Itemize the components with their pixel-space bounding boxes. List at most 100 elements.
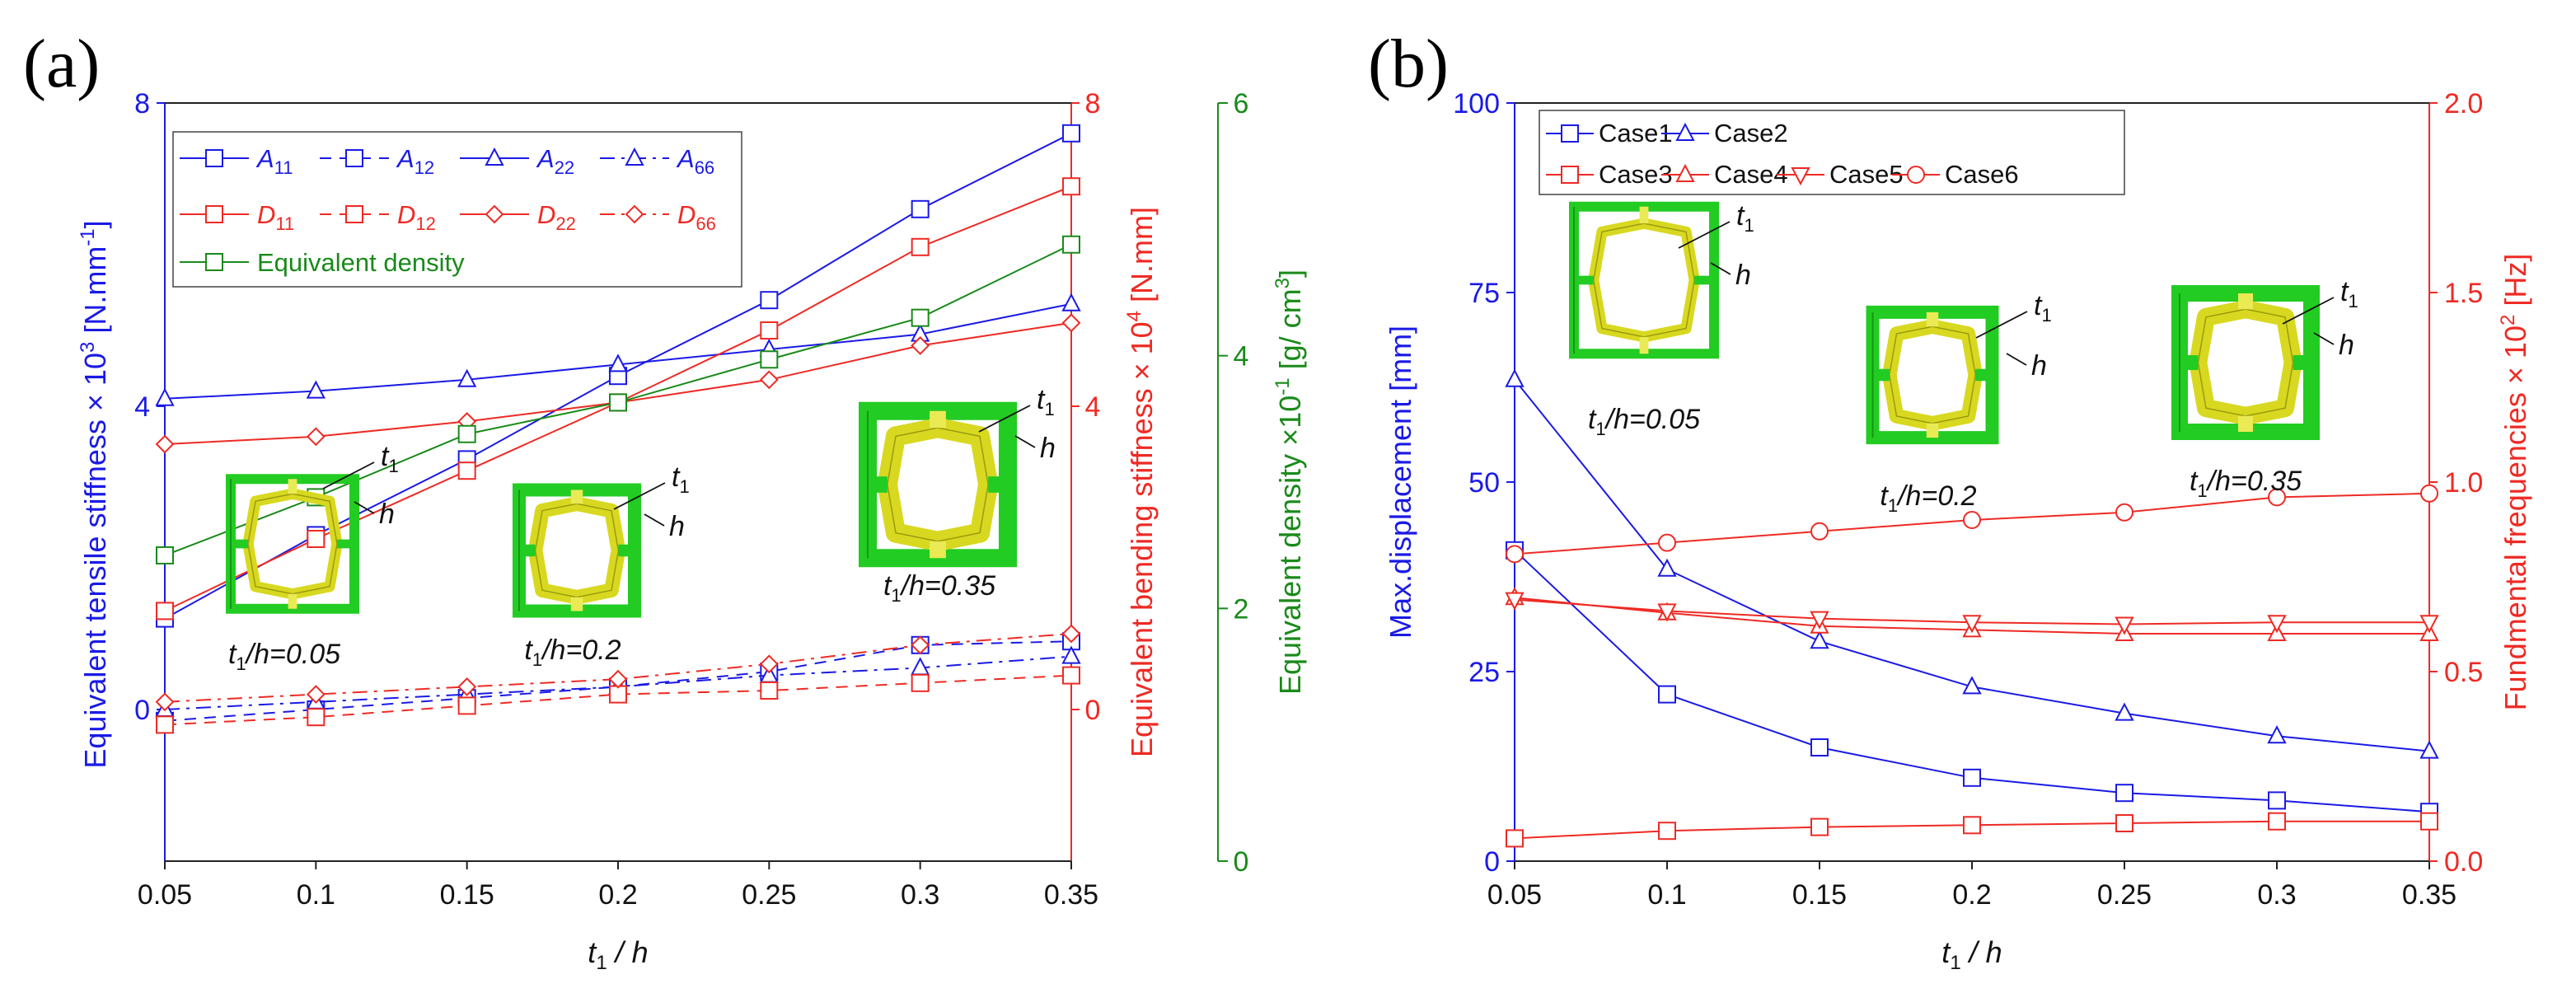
panel-a-right1-ylabel-sup: 4 [1123, 311, 1145, 321]
panel-a-right1-ylabel-end: [N.mm] [1125, 207, 1159, 311]
panel-b-data-point [1962, 676, 1982, 695]
cell-wall-edge [2197, 308, 2294, 417]
t1-leader-line [613, 482, 666, 510]
panel-a-legend-entry: A22 [460, 144, 574, 178]
panel-a-right2-ylabel-sup2: 3 [1272, 278, 1294, 288]
panel-a-data-point [307, 530, 326, 548]
panel-a-data-point [1062, 124, 1080, 143]
h-label: h [1040, 433, 1056, 464]
panel-b-data-point [2419, 740, 2439, 759]
panel-a-data-point [911, 635, 930, 655]
panel-a-legend-label: D22 [537, 200, 576, 234]
h-leader-line [1710, 262, 1731, 275]
panel-b-cell-3-labels: t1 h t1/h=0.35 [2190, 276, 2358, 501]
panel-b-left-tick-label: 0 [1484, 846, 1500, 878]
panel-b-data-point [2115, 702, 2134, 721]
panel-a-cell-3 [859, 401, 1017, 568]
panel-a-xtick-label: 0.1 [297, 879, 335, 911]
cell-wall-edge [534, 503, 620, 598]
panel-a-series-2 [155, 293, 1081, 406]
panel-b-data-point [1810, 611, 1829, 630]
panel-b-data-point [2115, 814, 2133, 832]
panel-a-xtick-label: 0.2 [598, 879, 637, 911]
panel-b-legend-label: Case5 [1829, 160, 1904, 189]
panel-a-data-point [457, 424, 476, 443]
h-leader-line [1014, 435, 1036, 448]
panel-b-right-tick-label: 0.0 [2444, 846, 2483, 878]
panel-a-data-point [457, 677, 477, 696]
panel-a-right1-tick-label: 8 [1085, 88, 1101, 119]
panel-a-data-point [911, 308, 930, 327]
panel-b-data-point [2267, 725, 2287, 744]
panel-a-series-7 [155, 624, 1081, 712]
panel-b-data-point [2115, 503, 2133, 522]
t1-leader-line [1975, 311, 2028, 339]
panel-b-legend-entry: Case5 [1777, 160, 1904, 189]
panel-b-data-point [2268, 488, 2286, 507]
panel-b-legend-entry: Case4 [1661, 160, 1788, 189]
panel-a-right1-tick-label: 0 [1085, 695, 1101, 726]
panel-a-data-point [457, 461, 476, 480]
panel-b-xlabel-tail: / h [1961, 935, 2002, 969]
panel-a-data-point [760, 291, 779, 310]
panel-b-xtick-label: 0.25 [2097, 879, 2152, 911]
panel-b-legend-label: Case6 [1945, 160, 2019, 189]
cell-caption: t1/h=0.35 [883, 570, 995, 606]
panel-a-data-point [1062, 666, 1080, 685]
panel-a-data-point [760, 350, 779, 369]
panel-b-left-tick-label: 75 [1468, 278, 1500, 309]
panel-b-xtick-label: 0.2 [1952, 879, 1991, 911]
panel-b-cell-2-labels: t1 h t1/h=0.2 [1880, 290, 2051, 516]
panel-b-data-point [1506, 545, 1524, 564]
panel-a-right2-ylabel-mid: [g/ cm [1273, 288, 1307, 377]
panel-b-legend-marker [1675, 122, 1695, 141]
panel-a-legend-label: A12 [396, 144, 434, 178]
panel-a-data-point [1062, 235, 1080, 254]
panel-b-xlabel-sub: 1 [1950, 952, 1960, 974]
panel-a-legend-label: A22 [536, 144, 574, 178]
panel-a-data-point [306, 380, 326, 399]
panel-b-legend-entry: Case6 [1892, 160, 2019, 189]
h-leader-line [2313, 332, 2335, 345]
panel-a-data-point [457, 368, 477, 387]
panel-b-data-point [2115, 784, 2133, 803]
panel-a-xtick-label: 0.15 [440, 879, 494, 911]
panel-a-right2-tick-label: 2 [1234, 593, 1249, 625]
h-label: h [379, 499, 395, 530]
panel-a-data-point [155, 692, 175, 712]
panel-b-data-point [1962, 615, 1982, 634]
panel-a-xtick-label: 0.35 [1044, 879, 1098, 911]
panel-a-right1-ylabel-main: Equivalent bending stiffness × 10 [1125, 321, 1159, 757]
panel-a-xlabel-var: t [588, 935, 597, 969]
t1-leader-line [1678, 221, 1731, 249]
h-leader-line [644, 513, 665, 527]
panel-b-data-point [1657, 603, 1677, 622]
panel-a-xtick-label: 0.3 [901, 879, 939, 911]
t1-label: t1 [672, 461, 690, 497]
panel-a-data-point [911, 335, 930, 355]
panel-a-data-point [155, 387, 175, 406]
panel-a-right2-ylabel: Equivalent density ×10-1 [g/ cm3] [1272, 269, 1307, 695]
panel-a-right1-ylabel: Equivalent bending stiffness × 104 [N.mm… [1123, 207, 1159, 757]
panel-b-series-1 [1505, 368, 2439, 759]
panel-b-right-ylabel-end: [Hz] [2499, 254, 2532, 315]
cell-wall-edge [1593, 222, 1695, 338]
panel-a-left-tick-label: 0 [134, 695, 150, 726]
panel-a-legend-entry: Equivalent density [180, 248, 465, 277]
panel-b-left-ylabel: Max.displacement [mm] [1384, 326, 1417, 639]
cell-wall-edge [247, 493, 338, 595]
panel-a-xlabel-tail: / h [607, 935, 649, 969]
panel-a-data-point [911, 199, 930, 218]
panel-a-xtick-label: 0.05 [138, 879, 192, 911]
panel-a-xlabel-sub: 1 [596, 952, 607, 974]
panel-a-legend-label: Equivalent density [257, 248, 465, 277]
panel-b-right-ylabel-sup: 2 [2497, 315, 2519, 326]
panel-b-xtick-label: 0.15 [1792, 879, 1847, 911]
panel-a-data-point [609, 393, 627, 412]
panel-a-legend-label: D12 [397, 200, 436, 234]
t1-label: t1 [2340, 276, 2358, 311]
cell-reentrant-wall [877, 418, 999, 551]
panel-b-data-point [1657, 558, 1677, 577]
